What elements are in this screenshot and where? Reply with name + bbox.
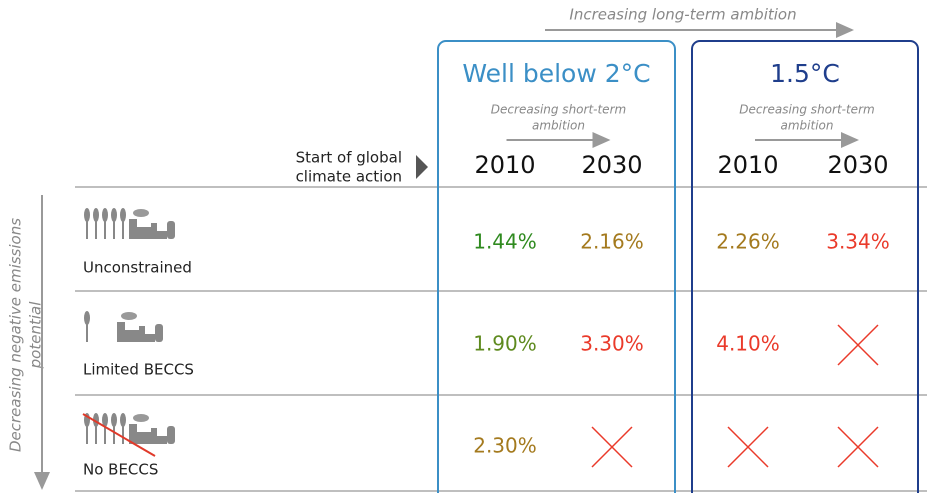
top-label: Increasing long-term ambition bbox=[569, 6, 796, 24]
cell-value: 1.90% bbox=[473, 332, 537, 356]
icon-unconstrained bbox=[83, 207, 175, 240]
group-subtitle: ambition bbox=[532, 119, 585, 133]
column-header: 2030 bbox=[827, 151, 888, 179]
group-subtitle: Decreasing short-term bbox=[739, 103, 874, 117]
group-box bbox=[437, 40, 676, 493]
column-header: 2010 bbox=[474, 151, 535, 179]
side-label-line: Decreasing negative emissions bbox=[7, 218, 25, 452]
group-subtitle: ambition bbox=[781, 119, 834, 133]
cell-value: 2.26% bbox=[716, 230, 780, 254]
infeasible-cross bbox=[837, 324, 879, 366]
column-header: 2030 bbox=[581, 151, 642, 179]
cell-value: 2.30% bbox=[473, 434, 537, 458]
side-label: Decreasing negative emissions potential bbox=[7, 218, 45, 452]
cell-value: 2.16% bbox=[580, 230, 644, 254]
row-label: Limited BECCS bbox=[83, 361, 194, 379]
column-header: 2010 bbox=[717, 151, 778, 179]
row-header: climate action bbox=[296, 168, 402, 186]
icon-none bbox=[82, 412, 175, 457]
row-label: No BECCS bbox=[83, 461, 158, 479]
row-header: Start of global bbox=[296, 149, 402, 167]
cell-value: 3.34% bbox=[826, 230, 890, 254]
row-header-arrow bbox=[416, 155, 428, 179]
side-label-line: potential bbox=[27, 301, 45, 370]
group-title: 1.5°C bbox=[770, 59, 840, 88]
group-subtitle: Decreasing short-term bbox=[491, 103, 626, 117]
cell-value: 3.30% bbox=[580, 332, 644, 356]
infeasible-cross bbox=[727, 426, 769, 468]
infeasible-cross bbox=[837, 426, 879, 468]
cell-value: 1.44% bbox=[473, 230, 537, 254]
group-title: Well below 2°C bbox=[462, 59, 650, 88]
grid bbox=[75, 186, 927, 492]
cell-value: 4.10% bbox=[716, 332, 780, 356]
icon-limited bbox=[83, 310, 163, 343]
row-label: Unconstrained bbox=[83, 259, 192, 277]
infeasible-cross bbox=[591, 426, 633, 468]
group-box bbox=[691, 40, 919, 493]
